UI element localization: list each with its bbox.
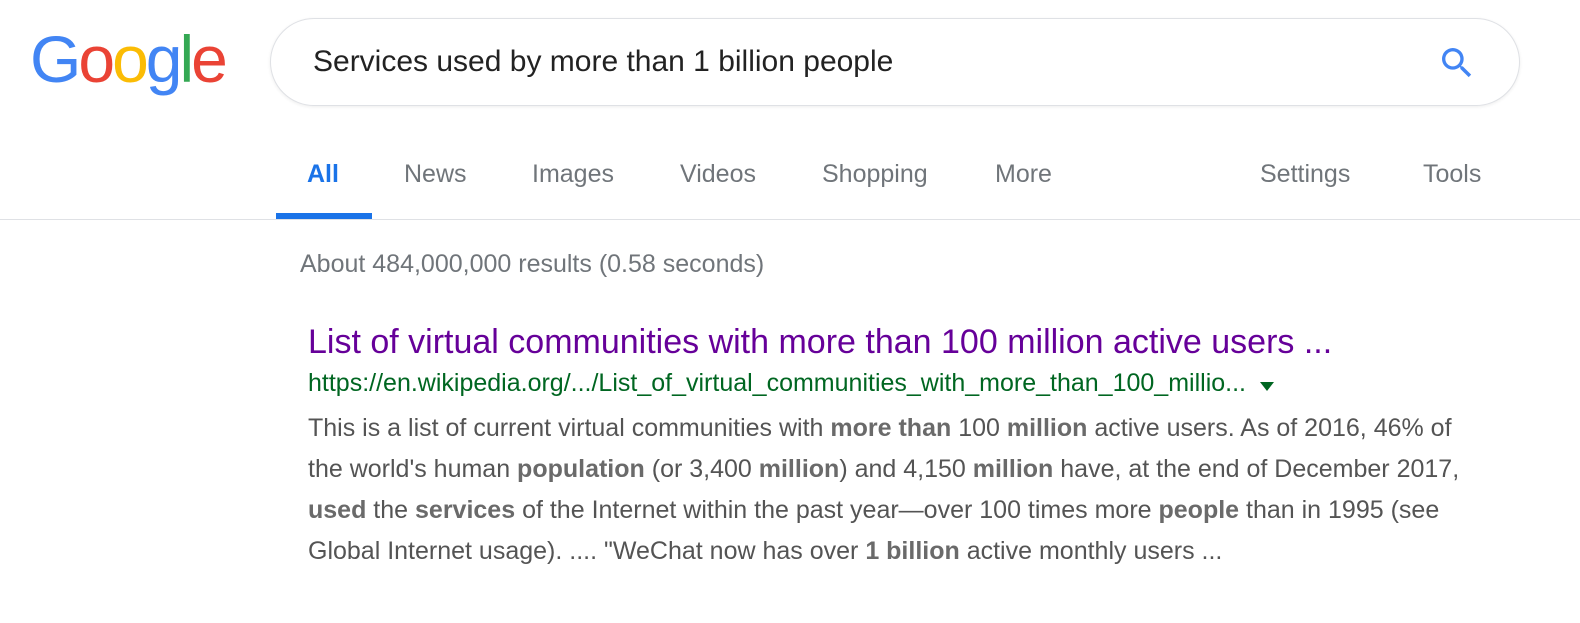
logo-letter-e: e [191,22,228,96]
active-tab-indicator [276,213,372,219]
snippet-text: (or 3,400 [644,455,759,483]
search-icon[interactable] [1437,43,1477,83]
snippet-highlight: services [415,496,516,524]
result-url-row: https://en.wikipedia.org/.../List_of_vir… [308,368,1508,398]
tab-more[interactable]: More [995,160,1052,188]
logo-letter-g1: G [30,22,81,96]
tab-news[interactable]: News [404,160,467,188]
search-result: List of virtual communities with more th… [308,322,1508,572]
tab-all[interactable]: All [307,160,339,188]
result-stats: About 484,000,000 results (0.58 seconds) [300,250,765,278]
tab-settings[interactable]: Settings [1260,160,1351,188]
result-title-link[interactable]: List of virtual communities with more th… [308,323,1333,361]
snippet-text: ) and 4,150 [839,455,973,483]
logo-letter-o2: o [112,22,149,96]
snippet-highlight: million [1006,414,1088,442]
snippet-highlight: used [308,496,367,524]
tab-shopping[interactable]: Shopping [822,160,928,188]
snippet-highlight: more than [830,414,952,442]
logo-letter-l: l [179,22,195,96]
url-dropdown-arrow-icon[interactable] [1260,382,1274,392]
tab-images[interactable]: Images [532,160,614,188]
snippet-text: 100 [951,414,1007,442]
snippet-text: active monthly users ... [959,537,1223,565]
google-logo[interactable]: Google [30,22,228,96]
snippet-highlight: population [517,455,645,483]
snippet-text: active users. As of 2016, 46% of the wor… [308,414,1452,483]
search-box [270,18,1520,106]
tab-tools[interactable]: Tools [1423,160,1482,188]
snippet-text: the [366,496,416,524]
logo-letter-o1: o [78,22,115,96]
result-snippet: This is a list of current virtual commun… [308,408,1488,572]
logo-letter-g2: g [145,22,183,96]
result-url[interactable]: https://en.wikipedia.org/.../List_of_vir… [308,369,1246,397]
snippet-highlight: 1 billion [865,537,960,565]
tab-videos[interactable]: Videos [680,160,756,188]
search-input[interactable] [313,39,1413,85]
snippet-text: of the Internet within the past year—ove… [515,496,1159,524]
snippet-text: have, at the end of December 2017, [1053,455,1460,483]
snippet-text: This is a list of current virtual commun… [308,414,831,442]
snippet-highlight: million [972,455,1054,483]
snippet-highlight: million [758,455,840,483]
snippet-highlight: people [1158,496,1240,524]
search-tabs: All News Images Videos Shopping More Set… [0,140,1580,220]
snippet-text: than in 1995 (see Global Internet usage)… [308,496,1440,565]
